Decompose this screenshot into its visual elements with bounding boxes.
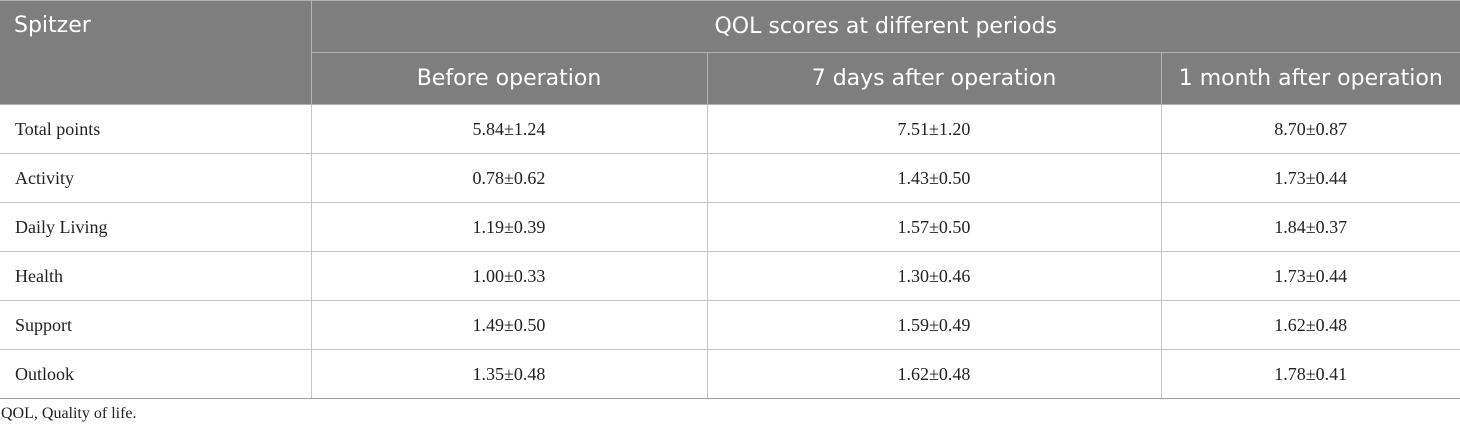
row-label: Total points — [0, 104, 312, 154]
group-header: QOL scores at different periods — [310, 0, 1460, 53]
table-cell: 1.57±0.50 — [706, 202, 1162, 252]
table-row: Total points 5.84±1.24 7.51±1.20 8.70±0.… — [0, 104, 1460, 154]
header-row-periods: Before operation 7 days after operation … — [0, 52, 1460, 105]
row-label: Activity — [0, 153, 312, 203]
table-cell: 1.35±0.48 — [310, 349, 708, 399]
table-cell: 1.78±0.41 — [1160, 349, 1460, 399]
table-cell: 0.78±0.62 — [310, 153, 708, 203]
table-cell: 5.84±1.24 — [310, 104, 708, 154]
row-label: Daily Living — [0, 202, 312, 252]
table-row: Activity 0.78±0.62 1.43±0.50 1.73±0.44 — [0, 153, 1460, 203]
table-cell: 1.00±0.33 — [310, 251, 708, 301]
table-row: Daily Living 1.19±0.39 1.57±0.50 1.84±0.… — [0, 202, 1460, 252]
row-label: Support — [0, 300, 312, 350]
table-cell: 1.49±0.50 — [310, 300, 708, 350]
table-cell: 1.62±0.48 — [706, 349, 1162, 399]
table-cell: 7.51±1.20 — [706, 104, 1162, 154]
column-header-before-operation: Before operation — [310, 52, 708, 105]
row-label: Outlook — [0, 349, 312, 399]
stub-header: Spitzer — [0, 0, 312, 105]
table-body: Total points 5.84±1.24 7.51±1.20 8.70±0.… — [0, 104, 1460, 399]
table-cell: 1.30±0.46 — [706, 251, 1162, 301]
table-cell: 8.70±0.87 — [1160, 104, 1460, 154]
table-cell: 1.73±0.44 — [1160, 153, 1460, 203]
table-cell: 1.62±0.48 — [1160, 300, 1460, 350]
table-cell: 1.43±0.50 — [706, 153, 1162, 203]
column-header-7-days-after: 7 days after operation — [706, 52, 1162, 105]
table-header: Spitzer QOL scores at different periods … — [0, 0, 1460, 105]
table-cell: 1.73±0.44 — [1160, 251, 1460, 301]
table-row: Health 1.00±0.33 1.30±0.46 1.73±0.44 — [0, 251, 1460, 301]
table-cell: 1.19±0.39 — [310, 202, 708, 252]
row-label: Health — [0, 251, 312, 301]
table-cell: 1.59±0.49 — [706, 300, 1162, 350]
table-cell: 1.84±0.37 — [1160, 202, 1460, 252]
header-row-group: Spitzer QOL scores at different periods — [0, 0, 1460, 105]
qol-scores-table: Spitzer QOL scores at different periods … — [0, 0, 1460, 399]
column-header-1-month-after: 1 month after operation — [1160, 52, 1460, 105]
table-row: Outlook 1.35±0.48 1.62±0.48 1.78±0.41 — [0, 349, 1460, 399]
table-row: Support 1.49±0.50 1.59±0.49 1.62±0.48 — [0, 300, 1460, 350]
table-footnote: QOL, Quality of life. — [1, 405, 137, 422]
